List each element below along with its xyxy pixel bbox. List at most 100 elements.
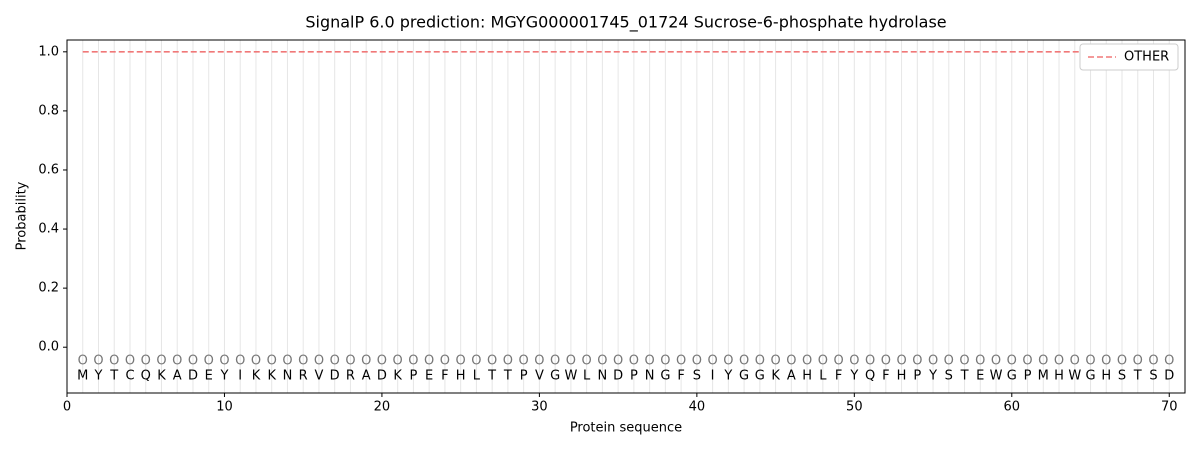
plot-frame	[66, 39, 1186, 394]
predicted-label: O	[1148, 354, 1158, 369]
residue-letter: D	[377, 369, 387, 384]
predicted-label: O	[487, 354, 497, 369]
predicted-label: O	[739, 354, 749, 369]
residue-letter: T	[960, 369, 969, 384]
residue-letter: H	[897, 369, 907, 384]
residue-letter: F	[677, 369, 684, 384]
predicted-label: O	[692, 354, 702, 369]
residue-letter: N	[598, 369, 608, 384]
x-tick-label: 70	[1161, 400, 1178, 415]
predicted-label: O	[786, 354, 796, 369]
residue-letter: S	[1118, 369, 1126, 384]
residue-letter: N	[645, 369, 655, 384]
predicted-label: O	[818, 354, 828, 369]
residue-letter: E	[976, 369, 984, 384]
predicted-label: O	[361, 354, 371, 369]
residue-letter: D	[188, 369, 198, 384]
residue-letter: H	[456, 369, 466, 384]
predicted-label: O	[125, 354, 135, 369]
predicted-label: O	[1164, 354, 1174, 369]
y-tick-label: 0.6	[38, 162, 59, 177]
predicted-label: O	[582, 354, 592, 369]
y-axis-label: Probability	[15, 181, 30, 250]
predicted-label: O	[928, 354, 938, 369]
residue-letter: D	[613, 369, 623, 384]
residue-letter: D	[1164, 369, 1174, 384]
predicted-label: O	[156, 354, 166, 369]
predicted-label: O	[298, 354, 308, 369]
residue-letter: T	[487, 369, 496, 384]
residue-letter: E	[205, 369, 213, 384]
x-tick-label: 30	[531, 400, 548, 415]
predicted-label: O	[267, 354, 277, 369]
predicted-label: O	[881, 354, 891, 369]
predicted-label: O	[141, 354, 151, 369]
residue-letter: K	[393, 369, 402, 384]
x-tick-label: 20	[374, 400, 391, 415]
predicted-label: O	[660, 354, 670, 369]
predicted-label: O	[865, 354, 875, 369]
predicted-label: O	[912, 354, 922, 369]
predicted-label: O	[849, 354, 859, 369]
predicted-label: O	[723, 354, 733, 369]
predicted-label: O	[330, 354, 340, 369]
predicted-label: O	[1085, 354, 1095, 369]
residue-letter: S	[945, 369, 953, 384]
predicted-label: O	[93, 354, 103, 369]
x-tick-label: 10	[216, 400, 233, 415]
predicted-label: O	[833, 354, 843, 369]
predicted-label: O	[707, 354, 717, 369]
residue-letter: D	[330, 369, 340, 384]
predicted-label: O	[755, 354, 765, 369]
residue-letter: H	[1101, 369, 1111, 384]
predicted-label: O	[597, 354, 607, 369]
residue-letter: Y	[94, 369, 103, 384]
y-tick-label: 0.0	[38, 340, 59, 355]
residue-letter: H	[802, 369, 812, 384]
residue-letter: M	[77, 369, 88, 384]
residue-letter: W	[1068, 369, 1081, 384]
residue-letter: M	[1038, 369, 1049, 384]
residue-letter: K	[252, 369, 261, 384]
predicted-label: O	[896, 354, 906, 369]
predicted-label: O	[519, 354, 529, 369]
predicted-label: O	[959, 354, 969, 369]
residue-letter: C	[125, 369, 134, 384]
residue-letter: F	[882, 369, 889, 384]
predicted-label: O	[314, 354, 324, 369]
predicted-label: O	[613, 354, 623, 369]
residue-letter: L	[583, 369, 591, 384]
predicted-label: O	[408, 354, 418, 369]
residue-letter: P	[410, 369, 418, 384]
predicted-label: O	[1133, 354, 1143, 369]
predicted-label: O	[1007, 354, 1017, 369]
residue-letter: F	[835, 369, 842, 384]
residue-letter: A	[173, 369, 182, 384]
residue-letter: P	[520, 369, 528, 384]
chart-title: SignalP 6.0 prediction: MGYG000001745_01…	[305, 13, 946, 33]
predicted-label: O	[424, 354, 434, 369]
residue-letter: P	[630, 369, 638, 384]
predicted-label: O	[975, 354, 985, 369]
predicted-label: O	[456, 354, 466, 369]
predicted-label: O	[802, 354, 812, 369]
residue-letter: A	[362, 369, 371, 384]
predicted-label: O	[1038, 354, 1048, 369]
predicted-label: O	[566, 354, 576, 369]
predicted-label: O	[1117, 354, 1127, 369]
y-tick-label: 0.4	[38, 222, 59, 237]
residue-letter: G	[1007, 369, 1017, 384]
x-axis-label: Protein sequence	[570, 421, 682, 436]
residue-letter: I	[711, 369, 715, 384]
residue-letter: K	[157, 369, 166, 384]
residue-letter: K	[771, 369, 780, 384]
predicted-label: O	[377, 354, 387, 369]
legend-label: OTHER	[1124, 50, 1169, 65]
y-tick-label: 0.8	[38, 103, 59, 118]
residue-letter: L	[819, 369, 827, 384]
residue-letter: L	[473, 369, 481, 384]
x-tick-label: 60	[1004, 400, 1021, 415]
residue-letter: Q	[865, 369, 875, 384]
residue-letter: H	[1054, 369, 1064, 384]
residue-letter: E	[425, 369, 433, 384]
